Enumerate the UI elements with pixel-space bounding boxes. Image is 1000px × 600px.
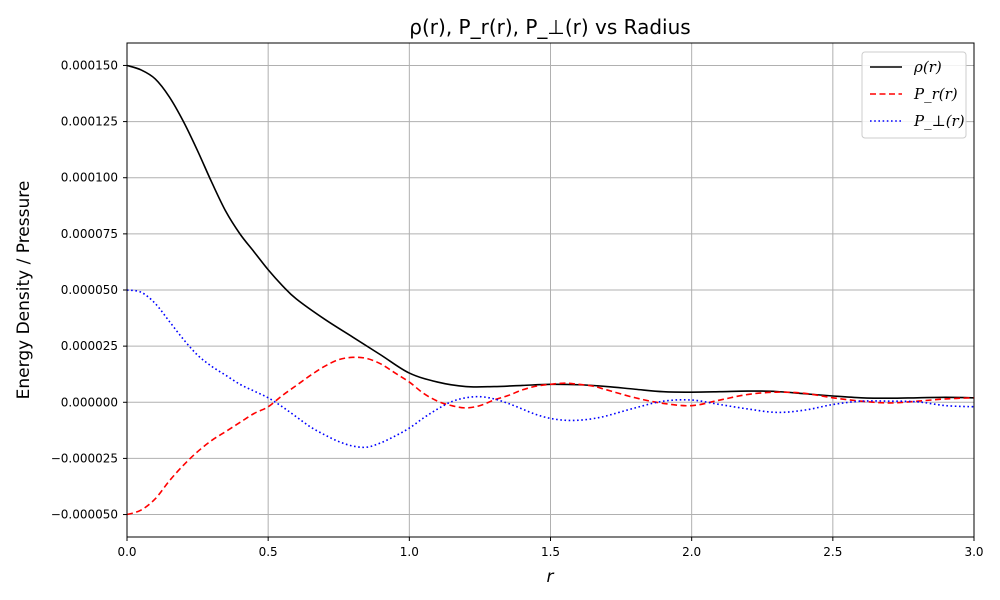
grid (126, 43, 975, 537)
legend-box (861, 51, 967, 139)
y-tick-label: −0.000025 (51, 451, 118, 465)
y-tick-label: −0.000050 (51, 508, 118, 522)
p-r-line (126, 356, 975, 516)
y-tick-label: 0.000075 (61, 227, 118, 241)
x-tick-label: 1.5 (541, 545, 560, 559)
y-tick-label: 0.000050 (61, 283, 118, 297)
y-tick-label: 0.000000 (61, 395, 118, 409)
chart-title: ρ(r), P_r(r), P_⊥(r) vs Radius (409, 15, 690, 39)
legend-label: ρ(r) (913, 58, 942, 76)
series-layer (126, 64, 975, 516)
x-tick-label: 0.5 (259, 545, 278, 559)
y-tick-label: 0.000025 (61, 339, 118, 353)
x-tick-label: 3.0 (964, 545, 983, 559)
legend-label: P_⊥(r) (913, 112, 965, 130)
legend: ρ(r) P_r(r) P_⊥(r) (861, 51, 967, 139)
y-tick-label: 0.000150 (61, 58, 118, 72)
legend-label: P_r(r) (913, 85, 958, 103)
x-tick-label: 0.0 (117, 545, 136, 559)
x-axis-title: r (547, 567, 555, 587)
y-axis-title: Energy Density / Pressure (14, 181, 34, 400)
y-tick-label: 0.000100 (61, 171, 118, 185)
x-tick-label: 2.5 (823, 545, 842, 559)
y-tick-label: 0.000125 (61, 115, 118, 129)
ticks: 0.0 0.5 1.0 1.5 2.0 2.5 3.0 −0.000050 −0.000025 0… (51, 58, 984, 559)
x-tick-label: 2.0 (682, 545, 701, 559)
x-tick-label: 1.0 (400, 545, 419, 559)
p-perp-line (126, 289, 975, 449)
